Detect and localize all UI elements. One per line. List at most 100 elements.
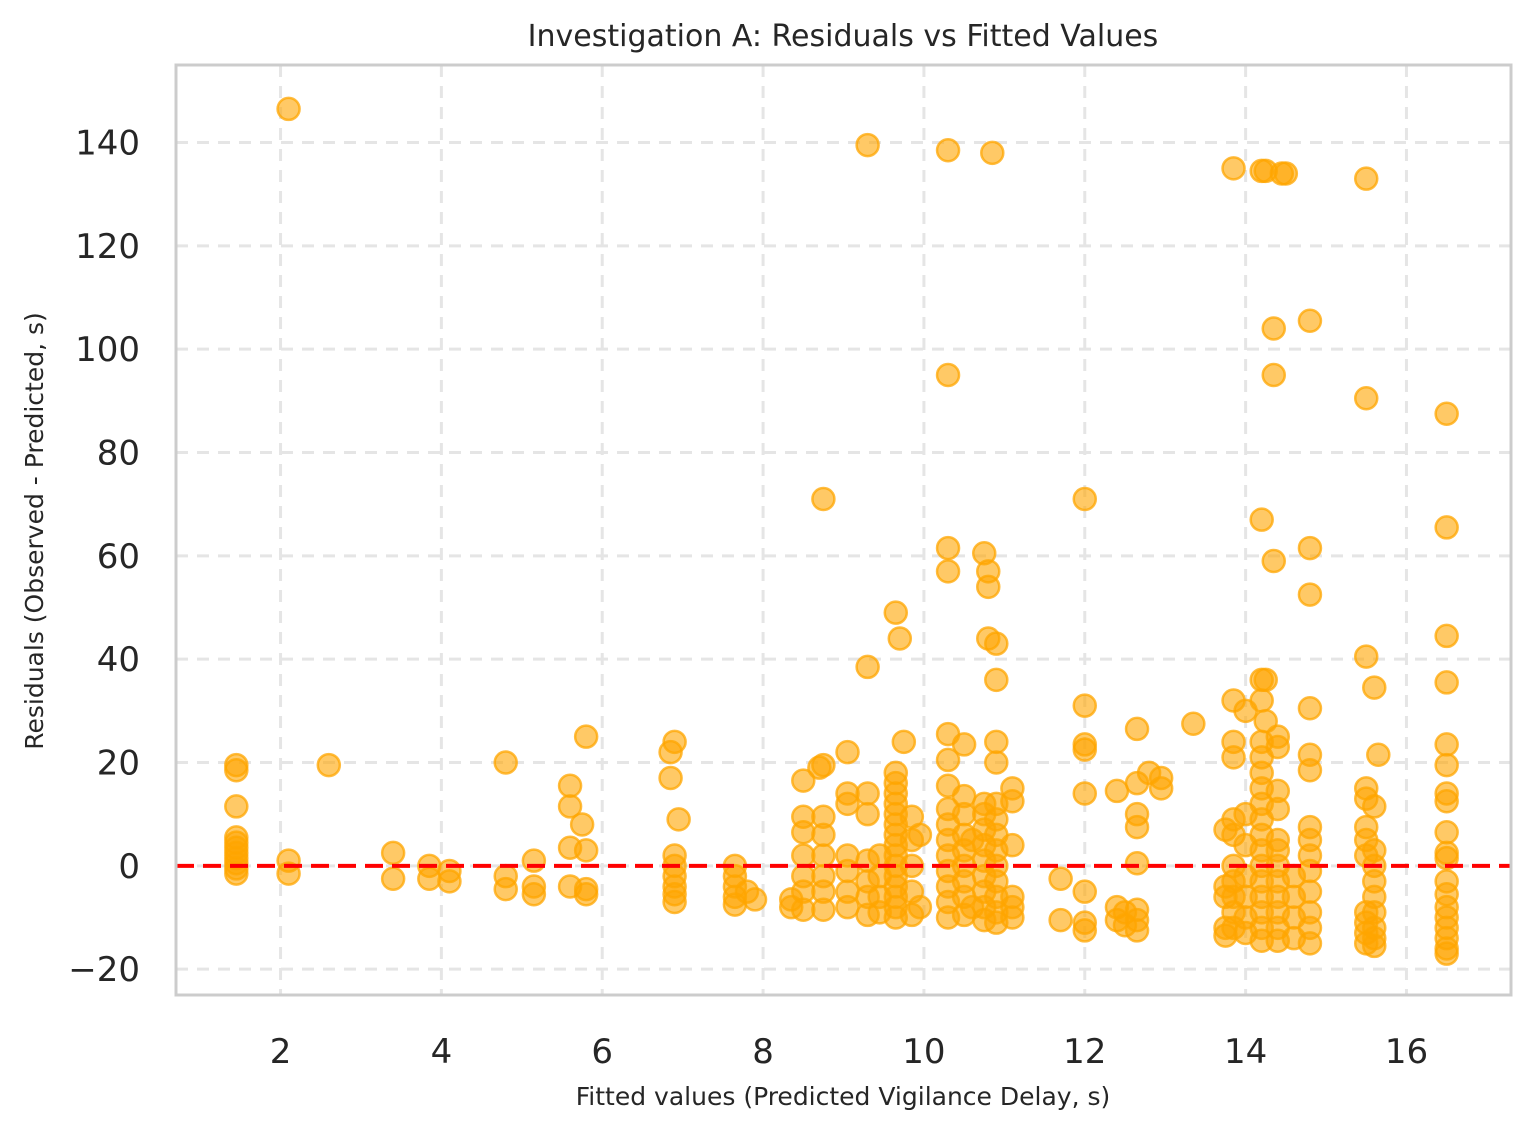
data-point xyxy=(1048,866,1073,891)
data-point xyxy=(1434,515,1459,540)
chart-title: Investigation A: Residuals vs Fitted Val… xyxy=(528,19,1159,54)
data-point xyxy=(493,750,518,775)
data-point xyxy=(951,732,977,757)
data-point xyxy=(907,822,933,848)
data-point xyxy=(980,140,1005,166)
data-point xyxy=(1434,789,1459,814)
x-tick-label: 16 xyxy=(1385,1032,1428,1072)
x-tick-label: 12 xyxy=(1063,1032,1106,1072)
data-point xyxy=(887,626,913,651)
x-tick-label: 6 xyxy=(591,1032,613,1072)
data-point xyxy=(791,768,816,793)
data-point xyxy=(1353,644,1379,669)
data-point xyxy=(380,866,406,891)
data-point xyxy=(1249,688,1274,713)
data-point xyxy=(1297,582,1323,607)
data-point xyxy=(224,758,249,783)
data-point xyxy=(1297,858,1323,884)
data-point xyxy=(1353,166,1379,191)
data-point xyxy=(855,132,880,158)
data-point xyxy=(557,794,583,819)
data-point xyxy=(1297,308,1323,333)
y-tick-label: 120 xyxy=(75,227,140,267)
data-point xyxy=(935,535,961,561)
data-point xyxy=(1181,711,1206,736)
data-point xyxy=(1265,734,1291,760)
data-point xyxy=(835,894,860,920)
data-point xyxy=(1124,814,1150,840)
data-point xyxy=(1362,675,1387,700)
data-point xyxy=(521,882,547,907)
data-point xyxy=(573,724,599,749)
data-point xyxy=(1273,161,1299,186)
data-point xyxy=(742,887,768,912)
data-point xyxy=(417,866,442,891)
data-point xyxy=(935,138,961,163)
data-point xyxy=(791,897,816,922)
data-point xyxy=(1221,745,1246,770)
data-point xyxy=(1353,386,1379,411)
data-point xyxy=(883,600,909,625)
data-point xyxy=(811,486,836,512)
x-axis-label: Fitted values (Predicted Vigilance Delay… xyxy=(576,1082,1111,1111)
data-point xyxy=(951,801,977,827)
y-tick-label: −20 xyxy=(68,950,140,990)
data-point xyxy=(1434,670,1459,695)
data-point xyxy=(855,654,880,680)
data-point xyxy=(1000,789,1025,814)
data-point xyxy=(1000,905,1025,930)
data-point xyxy=(316,752,342,778)
data-point xyxy=(557,773,583,798)
data-point xyxy=(855,801,880,827)
y-tick-label: 80 xyxy=(97,434,140,474)
data-point xyxy=(1434,623,1459,649)
data-point xyxy=(1104,778,1130,804)
data-point xyxy=(1072,918,1098,943)
data-point xyxy=(1221,156,1246,181)
data-point xyxy=(662,889,687,915)
data-point xyxy=(437,869,462,894)
data-point xyxy=(984,729,1009,755)
data-point xyxy=(891,729,917,755)
data-point xyxy=(1297,696,1323,721)
data-point xyxy=(1072,879,1098,904)
data-point xyxy=(1362,794,1387,819)
data-point xyxy=(1261,316,1287,341)
data-point xyxy=(521,848,547,873)
data-point xyxy=(1265,796,1291,822)
data-point xyxy=(1124,716,1150,742)
x-tick-label: 14 xyxy=(1224,1032,1267,1072)
data-point xyxy=(835,739,860,765)
data-point xyxy=(666,807,691,832)
data-point xyxy=(1000,832,1025,858)
y-tick-label: 140 xyxy=(75,124,140,164)
data-point xyxy=(658,765,683,791)
data-point xyxy=(1249,507,1274,532)
x-tick-label: 2 xyxy=(270,1032,292,1072)
data-point xyxy=(935,747,961,773)
data-point xyxy=(569,812,595,837)
data-point xyxy=(1072,693,1098,718)
data-point xyxy=(1072,737,1098,762)
x-tick-label: 10 xyxy=(902,1032,945,1072)
data-points xyxy=(224,96,1459,966)
data-point xyxy=(1124,918,1150,943)
x-axis-ticks: 2 4 6 8 10 12 14 16 xyxy=(270,1032,1428,1072)
x-tick-label: 4 xyxy=(431,1032,453,1072)
data-point xyxy=(224,794,249,819)
data-point xyxy=(1297,879,1323,904)
data-point xyxy=(1048,907,1073,933)
data-point xyxy=(1253,667,1278,693)
data-point xyxy=(1297,931,1323,956)
data-point xyxy=(935,559,961,584)
data-point xyxy=(984,631,1009,656)
data-point xyxy=(380,840,406,866)
data-point xyxy=(984,750,1009,775)
grid-lines xyxy=(176,65,1511,995)
data-point xyxy=(855,781,880,806)
y-tick-label: 20 xyxy=(97,744,140,784)
data-point xyxy=(807,755,832,780)
data-point xyxy=(1124,851,1150,876)
